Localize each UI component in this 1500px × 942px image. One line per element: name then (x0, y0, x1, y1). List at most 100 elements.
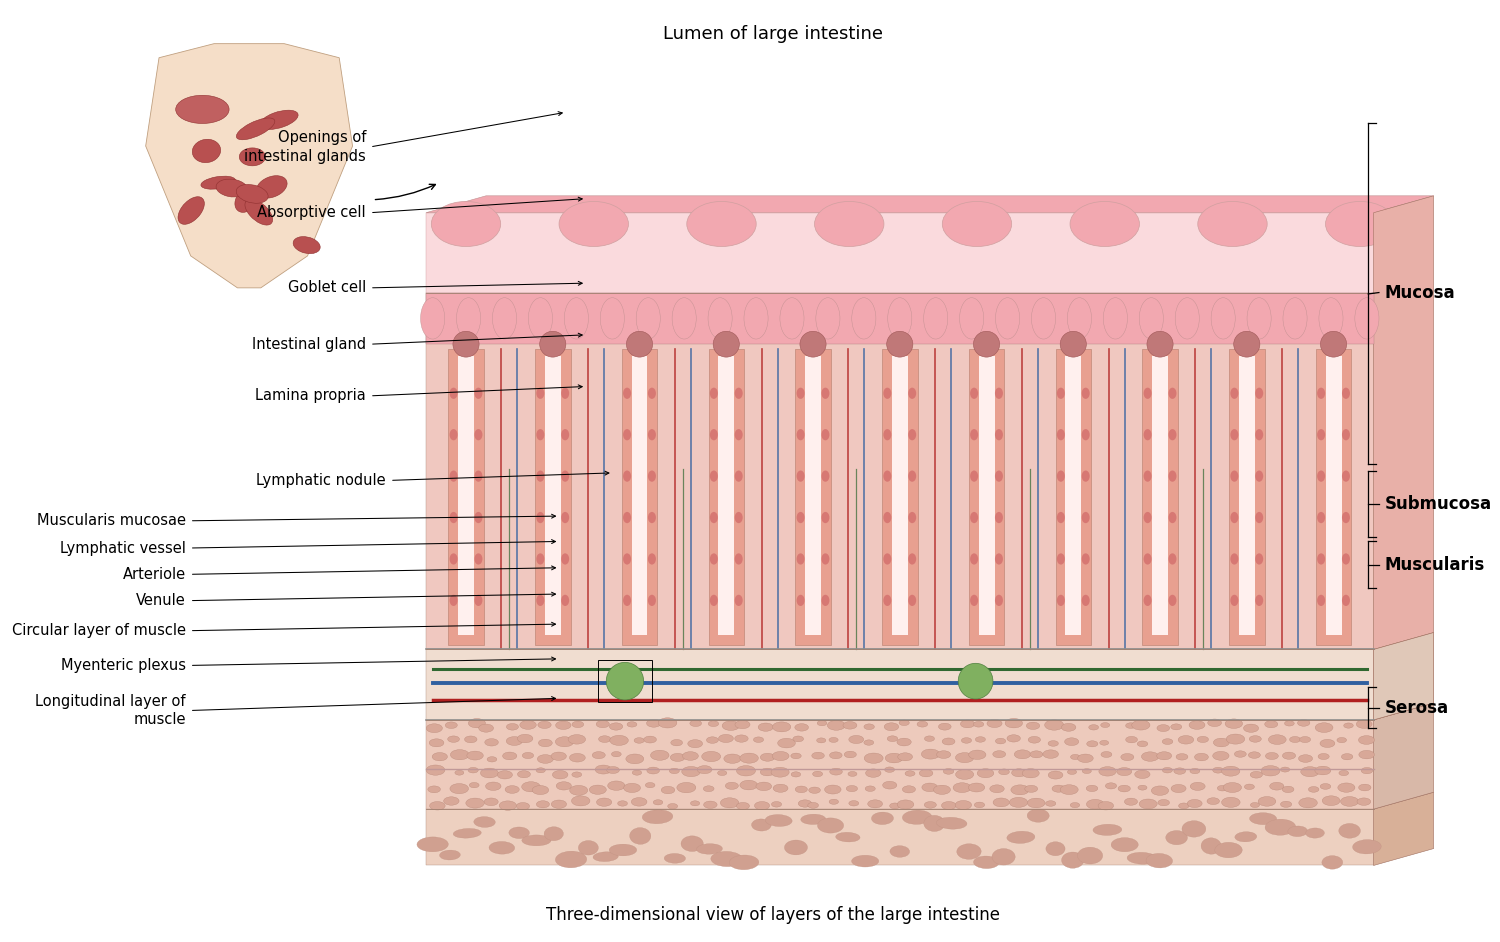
Ellipse shape (260, 110, 299, 129)
Ellipse shape (794, 736, 804, 741)
Ellipse shape (816, 738, 827, 743)
Ellipse shape (958, 663, 993, 699)
Ellipse shape (724, 754, 741, 763)
Ellipse shape (828, 721, 846, 730)
Ellipse shape (450, 594, 458, 606)
Ellipse shape (867, 800, 882, 808)
Ellipse shape (864, 753, 883, 763)
Ellipse shape (975, 802, 984, 807)
Ellipse shape (652, 800, 663, 804)
Ellipse shape (753, 737, 764, 742)
Ellipse shape (618, 801, 627, 806)
Ellipse shape (956, 770, 974, 779)
Ellipse shape (1182, 820, 1206, 837)
Ellipse shape (1317, 512, 1324, 523)
Ellipse shape (518, 735, 532, 743)
Ellipse shape (729, 855, 759, 869)
Ellipse shape (960, 720, 975, 728)
Ellipse shape (1030, 751, 1042, 758)
Ellipse shape (1262, 766, 1280, 776)
Ellipse shape (994, 553, 1004, 564)
Bar (708, 349, 744, 644)
Ellipse shape (706, 737, 718, 743)
Ellipse shape (627, 332, 652, 357)
Ellipse shape (1298, 720, 1310, 726)
Ellipse shape (1011, 769, 1026, 777)
Ellipse shape (884, 512, 891, 523)
Ellipse shape (201, 176, 236, 189)
Bar (426, 293, 1374, 344)
Ellipse shape (975, 737, 986, 742)
Text: Serosa: Serosa (1384, 699, 1449, 717)
Ellipse shape (1046, 801, 1056, 806)
Ellipse shape (1062, 723, 1076, 731)
Polygon shape (426, 196, 1434, 213)
Ellipse shape (970, 429, 978, 440)
Ellipse shape (1230, 594, 1239, 606)
Ellipse shape (760, 768, 774, 776)
Ellipse shape (682, 767, 700, 776)
Ellipse shape (1044, 720, 1064, 730)
Ellipse shape (645, 783, 656, 788)
Ellipse shape (801, 814, 826, 824)
Ellipse shape (292, 236, 320, 253)
Ellipse shape (1353, 839, 1382, 853)
Ellipse shape (1230, 388, 1239, 398)
Ellipse shape (450, 470, 458, 481)
Ellipse shape (1052, 785, 1065, 792)
Ellipse shape (758, 723, 774, 731)
Ellipse shape (556, 782, 572, 790)
Bar (1056, 349, 1090, 644)
Ellipse shape (598, 736, 610, 742)
Ellipse shape (1342, 594, 1350, 606)
Bar (426, 809, 1374, 866)
Ellipse shape (474, 553, 483, 564)
Ellipse shape (936, 751, 951, 758)
Ellipse shape (756, 782, 771, 790)
Ellipse shape (735, 470, 742, 481)
Ellipse shape (795, 786, 807, 792)
Ellipse shape (784, 840, 807, 855)
Ellipse shape (1256, 512, 1263, 523)
Ellipse shape (1299, 755, 1312, 762)
Text: Goblet cell: Goblet cell (288, 281, 366, 296)
Ellipse shape (626, 754, 644, 764)
Text: Myenteric plexus: Myenteric plexus (60, 658, 186, 673)
Ellipse shape (1174, 298, 1200, 339)
Ellipse shape (1010, 797, 1028, 807)
Ellipse shape (468, 719, 486, 728)
Ellipse shape (690, 801, 699, 805)
Ellipse shape (662, 787, 675, 794)
Ellipse shape (1342, 470, 1350, 481)
Ellipse shape (994, 594, 1004, 606)
Ellipse shape (996, 298, 1020, 339)
Ellipse shape (537, 512, 544, 523)
Ellipse shape (849, 801, 859, 806)
Ellipse shape (1168, 470, 1176, 481)
Ellipse shape (847, 771, 856, 776)
Ellipse shape (1101, 723, 1110, 727)
Ellipse shape (498, 771, 513, 779)
Ellipse shape (440, 850, 460, 860)
Ellipse shape (962, 738, 972, 743)
Ellipse shape (790, 771, 801, 777)
Ellipse shape (993, 751, 1005, 757)
Ellipse shape (897, 739, 910, 746)
Ellipse shape (1299, 737, 1311, 742)
Ellipse shape (808, 787, 820, 793)
Ellipse shape (648, 512, 656, 523)
Ellipse shape (904, 771, 915, 776)
Ellipse shape (470, 783, 478, 788)
Ellipse shape (807, 803, 819, 808)
Ellipse shape (740, 780, 758, 790)
Ellipse shape (1341, 797, 1359, 806)
Ellipse shape (1282, 752, 1296, 759)
Ellipse shape (648, 429, 656, 440)
Ellipse shape (772, 784, 788, 792)
Ellipse shape (1360, 768, 1372, 773)
Ellipse shape (800, 332, 826, 357)
Ellipse shape (1338, 783, 1354, 792)
Bar (1228, 349, 1264, 644)
Ellipse shape (474, 470, 483, 481)
Ellipse shape (484, 739, 498, 746)
